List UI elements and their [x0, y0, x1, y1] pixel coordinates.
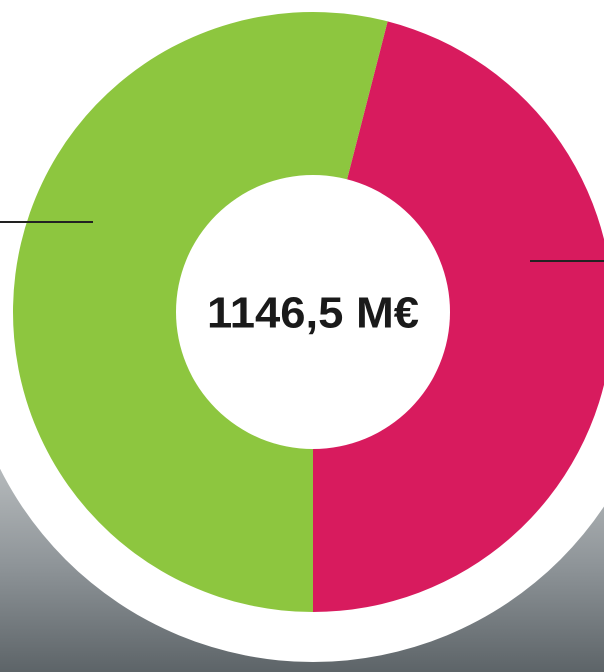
center-label: 1146,5 M€ — [207, 289, 419, 338]
donut-hole — [176, 175, 450, 449]
donut-slice — [313, 21, 604, 612]
